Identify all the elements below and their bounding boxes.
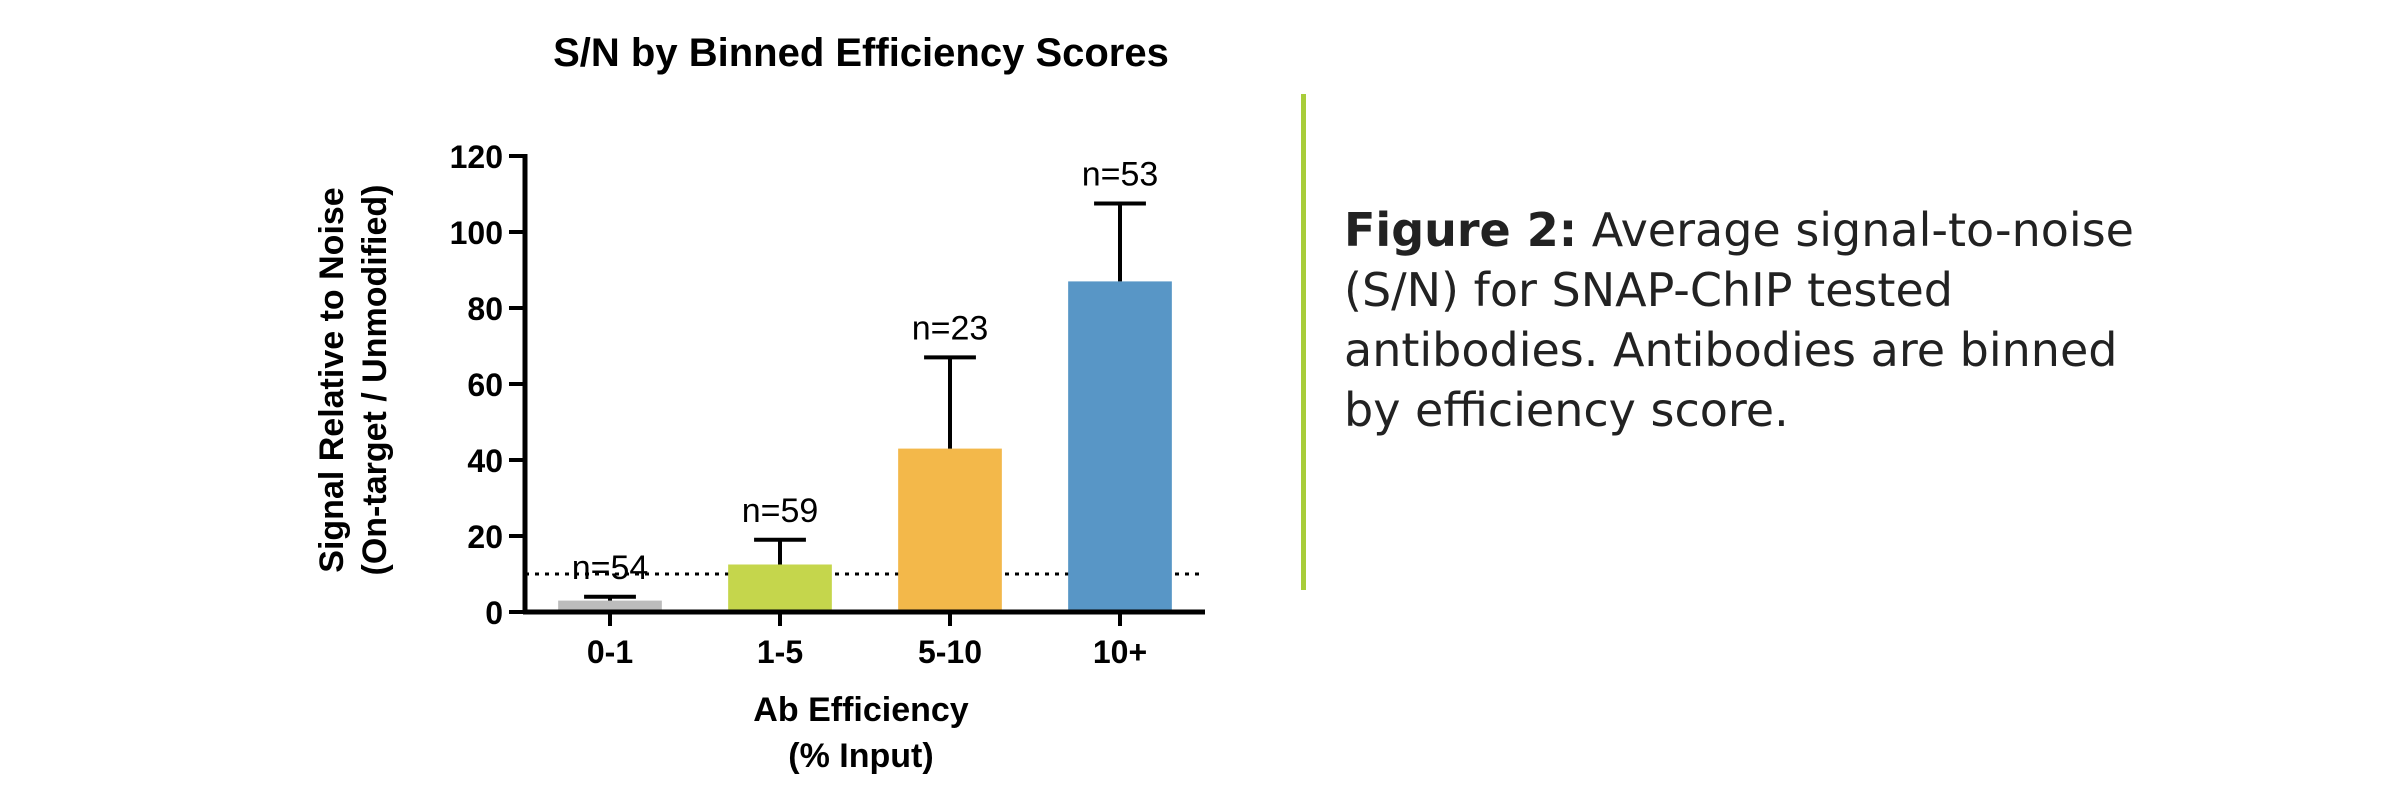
y-axis-label-line-1: Signal Relative to Noise <box>313 187 351 572</box>
bar-5-10 <box>898 448 1002 612</box>
y-tick-label: 0 <box>485 595 503 631</box>
x-axis-label-line-1: Ab Efficiency <box>753 691 968 729</box>
x-tick-label: 0-1 <box>587 634 633 670</box>
y-axis-label: Signal Relative to Noise (On-target / Un… <box>313 185 394 576</box>
bar-1-5 <box>728 564 832 612</box>
y-tick-label: 80 <box>467 291 503 327</box>
n-label: n=54 <box>572 549 649 587</box>
caption-label: Figure 2: <box>1344 203 1578 257</box>
y-tick-label: 60 <box>467 367 503 403</box>
n-label: n=53 <box>1082 156 1159 194</box>
y-tick-label: 20 <box>467 519 503 555</box>
error-bars <box>584 201 1146 601</box>
y-tick-label: 100 <box>450 215 503 251</box>
y-tick-label: 120 <box>450 139 503 175</box>
x-axis-label-line-2: (% Input) <box>788 737 933 775</box>
x-tick-label: 1-5 <box>757 634 803 670</box>
bar-chart: S/N by Binned Efficiency Scores Signal R… <box>313 31 1205 775</box>
chart-title: S/N by Binned Efficiency Scores <box>553 31 1169 75</box>
figure-caption: Figure 2: Average signal-to-noise (S/N) … <box>1344 200 2144 440</box>
n-label: n=59 <box>742 492 819 530</box>
x-tick-label: 5-10 <box>918 634 982 670</box>
n-label: n=23 <box>912 309 989 347</box>
n-labels: n=54 n=59 n=23 n=53 <box>572 156 1159 587</box>
y-axis-ticks: 0 20 40 60 80 100 120 <box>450 139 525 631</box>
axes <box>522 154 1205 615</box>
x-axis-ticks: 0-1 1-5 5-10 10+ <box>587 612 1147 670</box>
bar-10+ <box>1068 281 1172 612</box>
x-tick-label: 10+ <box>1093 634 1147 670</box>
vertical-divider <box>1301 94 1306 590</box>
bars <box>558 281 1172 612</box>
y-tick-label: 40 <box>467 443 503 479</box>
y-axis-label-line-2: (On-target / Unmodified) <box>356 185 394 576</box>
caption-text: Average signal-to-noise (S/N) for SNAP-C… <box>1344 203 2134 437</box>
bar-0-1 <box>558 600 662 612</box>
